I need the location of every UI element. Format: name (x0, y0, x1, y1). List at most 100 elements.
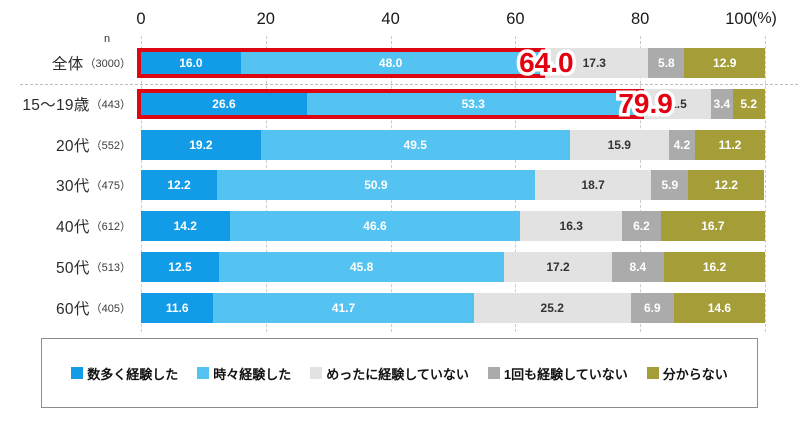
bar-segment-s4: 8.4 (611, 252, 665, 282)
legend-swatch-icon (487, 367, 500, 379)
legend-item-label: 分からない (662, 366, 728, 382)
row-label-name: 60代 (55, 301, 90, 318)
row-label-4: 40代 （612） (0, 211, 131, 241)
x-tick-label-100: 100 (725, 10, 753, 28)
row-label-name: 20代 (55, 138, 90, 155)
legend-item-2: 時々経験した (197, 364, 291, 383)
legend-item-4: 1回も経験していない (487, 364, 628, 383)
bar-segment-s5: 16.7 (660, 211, 765, 241)
value-label: 19.2 (189, 138, 213, 152)
row-label-count: （443） (90, 99, 131, 111)
bar-segment-s1: 12.2 (141, 170, 218, 200)
value-label: 8.4 (629, 260, 647, 274)
row-label-5: 50代 （513） (0, 252, 131, 282)
value-label: 17.3 (582, 56, 606, 70)
legend-item-5: 分からない (646, 364, 728, 383)
value-label: 5.8 (658, 56, 675, 70)
bar-segment-s3: 17.2 (504, 252, 612, 282)
bar-row-3: 12.2 50.9 18.7 5.9 12.2 (141, 170, 765, 200)
row-separator-line (20, 84, 798, 85)
value-label: 16.2 (702, 260, 727, 274)
legend-swatch-icon (646, 367, 659, 379)
value-label: 6.2 (633, 219, 650, 233)
bar-segment-s1: 19.2 (141, 130, 261, 160)
x-tick-label-60: 60 (506, 10, 525, 28)
legend-item-1: 数多く経験した (71, 364, 178, 383)
row-label-name: 全体 (51, 56, 84, 73)
row-label-6: 60代 （405） (0, 293, 131, 323)
bar-segment-s2: 49.5 (260, 130, 570, 160)
row-label-name: 15～19歳 (22, 97, 90, 114)
gridline-100 (765, 36, 766, 332)
value-label: 18.7 (581, 178, 605, 192)
bar-segment-s1: 12.5 (141, 252, 219, 282)
value-label: 26.6 (212, 97, 236, 111)
value-label: 12.9 (713, 56, 737, 70)
x-axis-unit-label: (%) (752, 10, 777, 27)
value-label: 5.9 (661, 178, 679, 192)
legend-item-label: 時々経験した (213, 366, 292, 382)
highlight-total-label: 64.0 (519, 45, 574, 81)
x-tick-label-20: 20 (256, 10, 275, 28)
bar-segment-s5: 11.2 (695, 130, 765, 160)
value-label: 46.6 (363, 219, 387, 233)
bar-segment-s3: 25.2 (473, 293, 631, 323)
row-label-count: （552） (90, 140, 131, 152)
value-label: 48.0 (378, 56, 403, 70)
bar-segment-s4: 3.4 (711, 89, 733, 119)
bar-row-6: 11.6 41.7 25.2 6.9 14.6 (141, 293, 765, 323)
bar-row-4: 14.2 46.6 16.3 6.2 16.7 (141, 211, 765, 241)
value-label: 4.2 (673, 138, 691, 152)
legend-item-label: めったに経験していない (326, 366, 469, 382)
bar-segment-s5: 16.2 (664, 252, 765, 282)
value-label: 45.8 (350, 260, 374, 274)
bar-segment-s1: 16.0 (141, 48, 241, 78)
x-tick-label-40: 40 (381, 10, 400, 28)
bar-segment-s4: 6.2 (622, 211, 661, 241)
bar-segment-s4: 5.8 (648, 48, 685, 78)
bar-segment-s2: 45.8 (218, 252, 505, 282)
row-label-count: （405） (90, 303, 131, 315)
value-label: 3.4 (713, 97, 731, 111)
row-label-name: 40代 (55, 219, 90, 236)
value-label: 6.9 (643, 301, 661, 315)
legend-swatch-icon (197, 367, 210, 379)
bar-segment-s2: 41.7 (213, 293, 474, 323)
bar-row-1: 26.6 53.3 11.5 3.4 5.2 (141, 89, 765, 119)
legend: 数多く経験した 時々経験した めったに経験していない 1回も経験していない 分からない (41, 338, 758, 408)
bar-segment-s1: 26.6 (141, 89, 307, 119)
row-label-count: （612） (90, 221, 131, 233)
row-label-3: 30代 （475） (0, 170, 131, 200)
x-tick-label-0: 0 (136, 10, 146, 28)
value-label: 41.7 (331, 301, 356, 315)
legend-swatch-icon (310, 367, 323, 379)
row-label-1: 15～19歳 （443） (0, 89, 131, 119)
value-label: 49.5 (403, 138, 427, 152)
row-label-count: （475） (90, 180, 131, 192)
row-label-2: 20代 （552） (0, 130, 131, 160)
highlight-box (136, 89, 645, 119)
row-label-0: 全体 （3000） (0, 48, 131, 78)
bar-row-2: 19.2 49.5 15.9 4.2 11.2 (141, 130, 765, 160)
highlight-total-label: 79.9 (618, 86, 673, 122)
value-label: 12.2 (167, 178, 191, 192)
bar-segment-s2: 53.3 (306, 89, 640, 119)
value-label: 15.9 (607, 138, 631, 152)
value-label: 16.7 (701, 219, 725, 233)
row-label-count: （3000） (84, 58, 131, 70)
highlight-box (136, 48, 545, 78)
value-label: 16.3 (559, 219, 583, 233)
row-label-name: 30代 (55, 178, 90, 195)
value-label: 53.3 (461, 97, 485, 111)
value-label: 14.6 (707, 301, 732, 315)
value-label: 12.2 (714, 178, 738, 192)
row-label-count: （513） (90, 262, 131, 274)
value-label: 16.0 (179, 56, 203, 70)
bar-segment-s2: 50.9 (217, 170, 535, 200)
legend-item-label: 数多く経験した (87, 366, 179, 382)
value-label: 12.5 (168, 260, 192, 274)
value-label: 5.2 (740, 97, 758, 111)
bar-segment-s2: 46.6 (229, 211, 521, 241)
bar-row-5: 12.5 45.8 17.2 8.4 16.2 (141, 252, 765, 282)
